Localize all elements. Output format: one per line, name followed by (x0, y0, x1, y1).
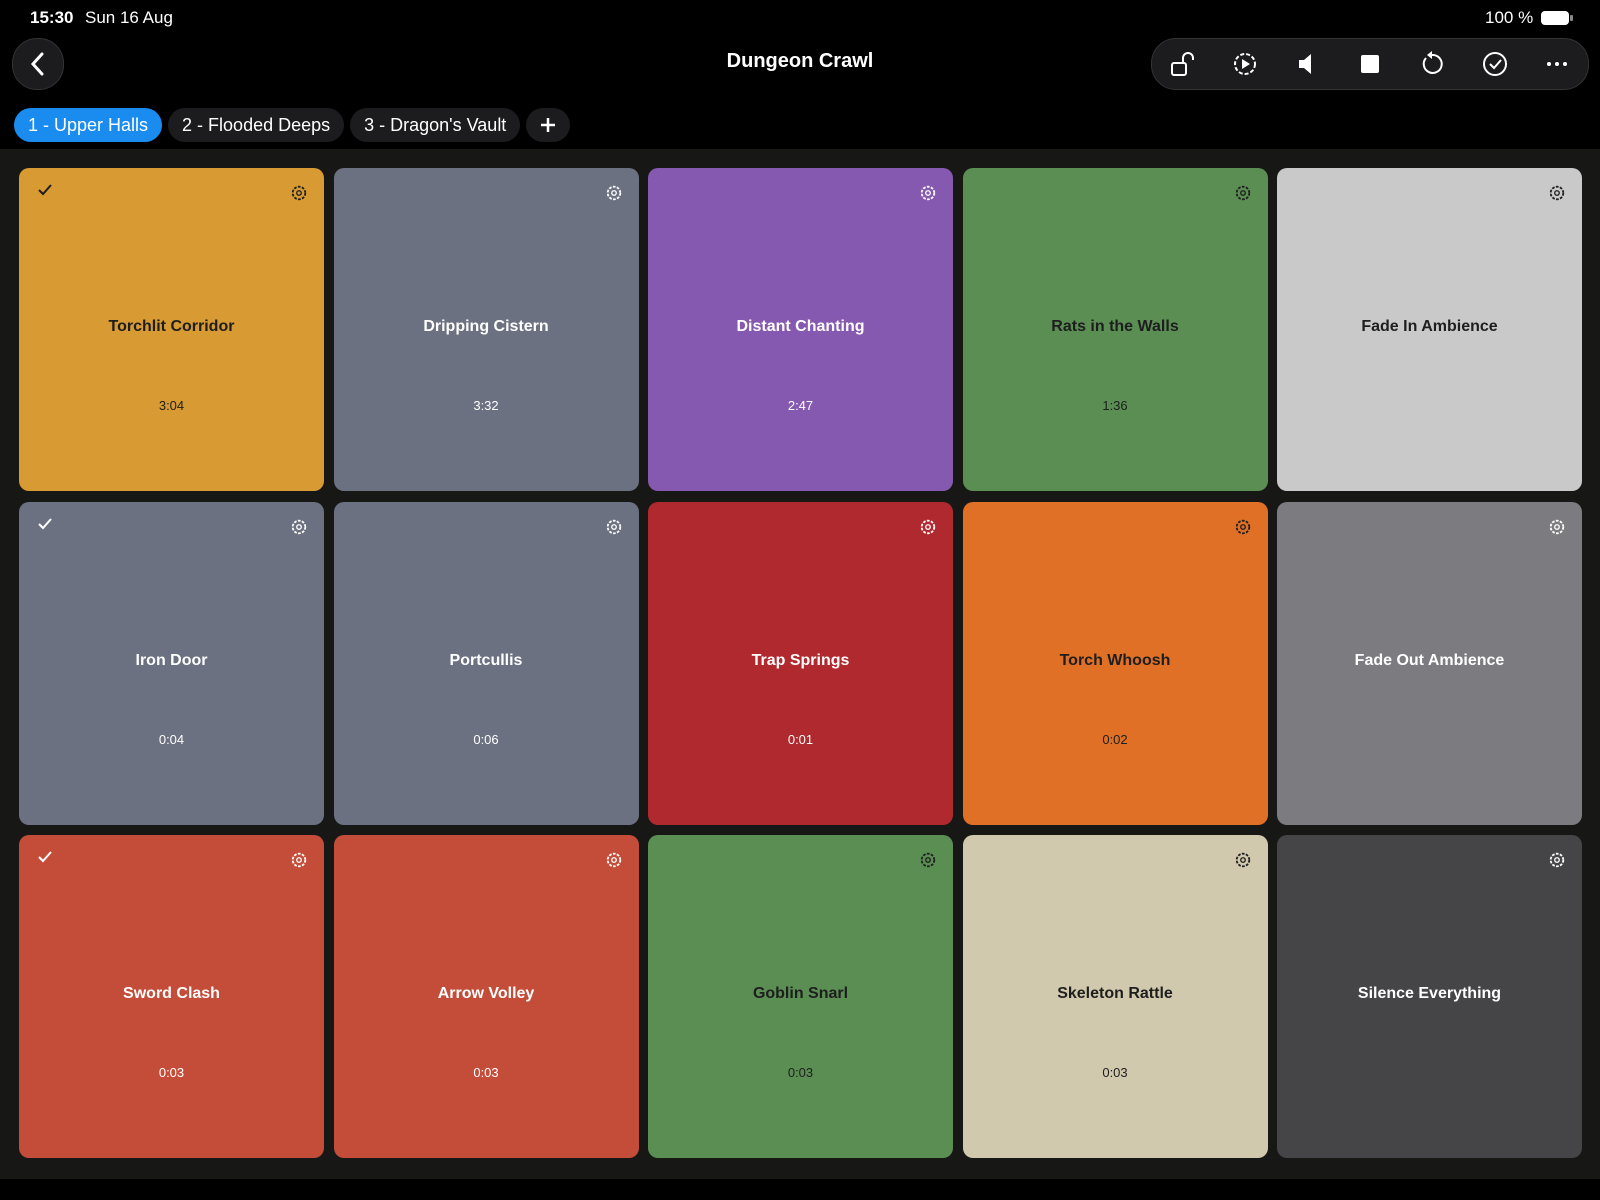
tile-duration: 0:06 (473, 731, 499, 747)
tile-duration: 0:02 (1102, 731, 1128, 747)
tile-name: Iron Door (135, 651, 208, 669)
tile-name: Fade In Ambience (1361, 318, 1498, 335)
tile-settings[interactable] (605, 184, 623, 202)
sound-tile[interactable]: Distant Chanting 2:47 (648, 168, 953, 491)
tile-name: Arrow Volley (437, 985, 535, 1002)
tile-settings[interactable] (1548, 518, 1566, 536)
tile-settings[interactable] (290, 518, 308, 536)
reset-button[interactable] (1417, 49, 1447, 79)
tile-name: Skeleton Rattle (1057, 985, 1173, 1002)
tile-name: Goblin Snarl (752, 985, 849, 1002)
lock-button[interactable] (1168, 49, 1198, 79)
tile-name: Trap Springs (751, 651, 850, 669)
add-tab-button[interactable] (526, 108, 571, 142)
sound-tile[interactable]: Skeleton Rattle 0:03 (962, 835, 1268, 1158)
tile-name: Dripping Cistern (423, 318, 549, 335)
sound-tile[interactable]: Fade In Ambience (1277, 168, 1582, 491)
toolbar (1151, 38, 1589, 90)
tile-settings[interactable] (919, 851, 937, 869)
tile-settings[interactable] (1548, 184, 1566, 202)
battery-icon (1541, 11, 1573, 25)
tile-duration: 3:04 (158, 398, 185, 413)
tile-settings[interactable] (1234, 518, 1252, 536)
check-mark (37, 516, 53, 537)
tile-settings[interactable] (290, 184, 308, 202)
tabs: 1 - Upper Halls 2 - Flooded Deeps 3 - Drag… (14, 108, 571, 142)
tile-duration: 0:03 (473, 1065, 499, 1080)
tile-settings[interactable] (1234, 184, 1252, 202)
title: Dungeon Crawl (726, 50, 874, 72)
tile-settings[interactable] (919, 518, 937, 536)
tile-settings[interactable] (605, 851, 623, 869)
tab[interactable]: 1 - Upper Halls (14, 108, 163, 142)
tile-duration: 0:01 (787, 731, 814, 747)
battery: 100 % (1485, 8, 1534, 27)
sound-tile[interactable]: Rats in the Walls 1:36 (962, 168, 1268, 491)
tile-name: Silence Everything (1357, 985, 1502, 1002)
sound-tile[interactable]: Silence Everything (1277, 835, 1582, 1158)
check-mark (37, 849, 53, 870)
tile-duration: 0:03 (1102, 1065, 1128, 1080)
sound-tile[interactable]: Sword Clash 0:03 (19, 835, 324, 1158)
tile-name: Portcullis (449, 651, 523, 669)
stop-button[interactable] (1355, 49, 1385, 79)
tile-settings[interactable] (919, 184, 937, 202)
tile-grid: Torchlit Corridor 3:04 Dripping Cistern 3:3… (0, 149, 1600, 1179)
sound-tile[interactable]: Iron Door 0:04 (19, 501, 324, 825)
tile-duration: 0:03 (787, 1065, 814, 1080)
sound-tile[interactable]: Torchlit Corridor 3:04 (19, 168, 324, 491)
tab[interactable]: 3 - Dragon's Vault (350, 108, 521, 142)
tile-name: Torchlit Corridor (108, 318, 235, 335)
tile-duration: 0:04 (158, 731, 185, 747)
tile-duration: 2:47 (787, 398, 814, 413)
sound-tile[interactable]: Trap Springs 0:01 (648, 501, 953, 825)
sound-tile[interactable]: Portcullis 0:06 (333, 501, 639, 825)
tile-name: Rats in the Walls (1051, 318, 1179, 335)
tile-name: Fade Out Ambience (1354, 651, 1505, 669)
tile-settings[interactable] (605, 518, 623, 536)
status-date: Sun 16 Aug (85, 8, 173, 27)
check-mark (37, 182, 53, 203)
tile-duration: 3:32 (473, 398, 499, 413)
tile-duration: 0:03 (158, 1065, 185, 1080)
sound-tile[interactable]: Goblin Snarl 0:03 (648, 835, 953, 1158)
tab[interactable]: 2 - Flooded Deeps (168, 108, 345, 142)
tile-settings[interactable] (1548, 851, 1566, 869)
sound-tile[interactable]: Dripping Cistern 3:32 (333, 168, 639, 491)
tile-name: Torch Whoosh (1059, 651, 1171, 669)
volume-button[interactable] (1293, 49, 1323, 79)
sound-tile[interactable]: Fade Out Ambience (1277, 501, 1582, 825)
settings-button[interactable] (1230, 49, 1260, 79)
tile-name: Sword Clash (123, 985, 220, 1002)
done-button[interactable] (1480, 49, 1510, 79)
back-button[interactable] (12, 38, 64, 90)
status-time: 15:30 (30, 8, 74, 27)
more-button[interactable] (1542, 49, 1572, 79)
tile-duration: 1:36 (1102, 398, 1128, 413)
tile-settings[interactable] (290, 851, 308, 869)
sound-tile[interactable]: Torch Whoosh 0:02 (962, 501, 1268, 825)
tile-settings[interactable] (1234, 851, 1252, 869)
tile-name: Distant Chanting (736, 318, 865, 335)
sound-tile[interactable]: Arrow Volley 0:03 (333, 835, 639, 1158)
